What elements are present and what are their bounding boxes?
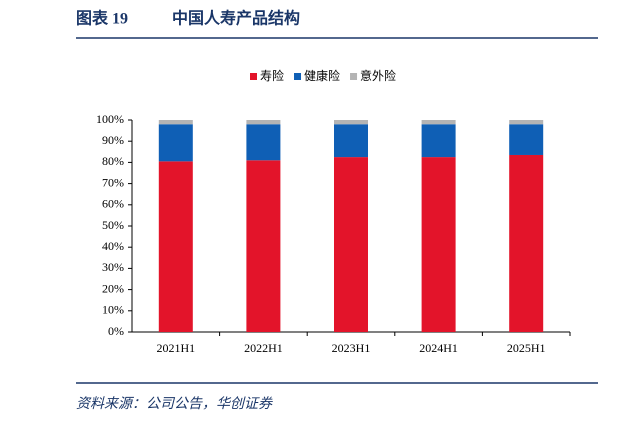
y-tick-label: 60% <box>102 197 124 211</box>
legend-swatch <box>350 73 358 80</box>
bar-segment <box>509 124 544 155</box>
y-tick-label: 0% <box>108 324 124 338</box>
bar-segment <box>421 157 456 332</box>
y-tick-label: 90% <box>102 133 124 147</box>
x-tick-label: 2022H1 <box>244 341 283 355</box>
y-tick-label: 30% <box>102 260 124 274</box>
y-tick-label: 70% <box>102 175 124 189</box>
y-tick-label: 20% <box>102 281 124 295</box>
y-tick-label: 80% <box>102 154 124 168</box>
bar-segment <box>158 124 193 162</box>
legend-label: 寿险 <box>260 68 284 83</box>
legend-label: 健康险 <box>304 68 340 83</box>
bar-segment <box>246 160 281 332</box>
bar-segment <box>421 120 456 125</box>
y-tick-label: 40% <box>102 239 124 253</box>
legend-swatch <box>294 73 302 80</box>
bar-segment <box>509 120 544 125</box>
bar-segment <box>246 120 281 125</box>
bar-segment <box>158 161 193 332</box>
bar-segment <box>334 120 368 125</box>
x-tick-label: 2025H1 <box>507 341 546 355</box>
bar-segment <box>334 124 368 158</box>
figure-label: 图表 19 <box>76 9 128 28</box>
legend-label: 意外险 <box>360 68 396 83</box>
bar-segment <box>421 124 456 158</box>
x-tick-label: 2023H1 <box>332 341 371 355</box>
source-note: 资料来源：公司公告，华创证券 <box>76 396 273 412</box>
bar-segment <box>246 124 281 161</box>
x-tick-label: 2021H1 <box>156 341 195 355</box>
bar-segment <box>158 120 193 125</box>
bar-segment <box>509 154 544 332</box>
y-tick-label: 10% <box>102 303 124 317</box>
y-tick-label: 100% <box>96 112 124 126</box>
x-tick-label: 2024H1 <box>419 341 458 355</box>
bar-segment <box>334 157 368 332</box>
legend-swatch <box>250 73 257 80</box>
chart-title: 中国人寿产品结构 <box>172 9 300 28</box>
y-tick-label: 50% <box>102 218 124 232</box>
